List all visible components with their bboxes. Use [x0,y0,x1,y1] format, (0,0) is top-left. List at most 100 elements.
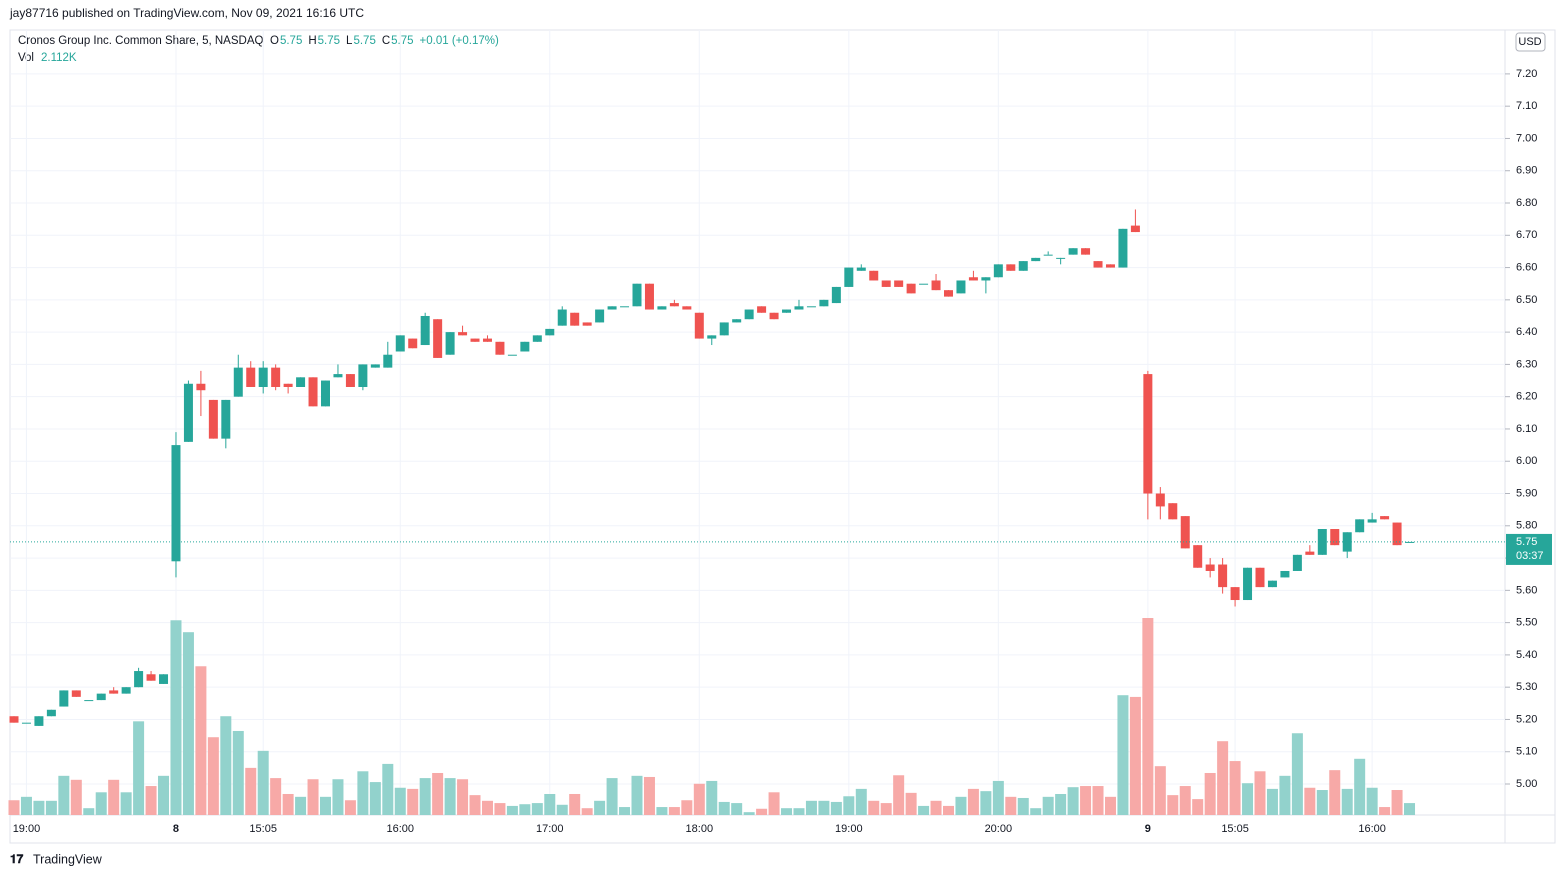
legend-value: 5.75 [318,35,340,47]
volume-bar [344,800,356,815]
x-tick-label: 19:00 [835,823,863,835]
candle-body [1243,567,1253,601]
volume-bar [781,808,793,815]
volume-bar [756,808,768,815]
volume-bar [1291,733,1303,815]
volume-bar [320,796,331,815]
y-tick-label: 6.00 [1516,455,1537,467]
candle-body [71,690,81,697]
volume-bar [95,792,107,815]
volume-bar [469,795,481,815]
volume-bar [332,779,344,815]
candle-body [856,267,866,271]
volume-bar [1067,787,1079,815]
candle-body [1068,248,1078,255]
volume-bar [1354,758,1366,815]
y-tick-label: 6.90 [1516,165,1537,177]
volume-bar [1404,803,1416,815]
volume-bar [1341,788,1353,815]
candle-body [570,312,580,326]
candle-body [233,367,243,397]
y-tick-label: 6.50 [1516,294,1537,306]
volume-bar [1017,797,1029,815]
candle-body [906,283,916,294]
candle-body [46,709,56,717]
volume-bar [1005,796,1017,815]
volume-bar [1129,696,1141,815]
currency[interactable]: USD [1518,36,1541,48]
candle-body [1317,529,1327,555]
candle-body [981,277,991,281]
volume-bar [195,666,207,815]
x-tick-label: 15:05 [1221,823,1249,835]
x-tick-label: 9 [1145,823,1151,835]
countdown: 03:37 [1516,550,1544,562]
volume-bar [668,807,680,815]
currency-box[interactable] [1515,32,1546,52]
candle-body [171,445,181,562]
candle-body [582,322,592,326]
candle-body [221,399,231,439]
candle-body [769,312,779,320]
y-tick-label: 5.80 [1516,520,1537,532]
candle-body [1105,264,1115,268]
candle-body [1405,541,1415,543]
candle-body [993,264,1003,278]
y-tick-label: 6.40 [1516,326,1537,338]
candle-body [620,306,630,308]
candle-body [308,377,318,407]
candle-body [719,322,729,336]
candle-body [1280,570,1290,578]
y-tick-label: 5.90 [1516,487,1537,499]
candle-body [482,338,492,342]
volume-bar [432,772,444,815]
candle-body [607,306,617,310]
candle-body [1168,503,1178,520]
volume-bar [1104,796,1116,815]
volume-bar [693,783,705,815]
volume-bar [843,796,855,815]
volume-bar [1030,808,1042,815]
candle-body [806,306,816,308]
candle-body [196,383,206,391]
candle-body [495,341,505,355]
volume-bar [120,792,132,815]
volume-bar [1055,793,1067,815]
candle-body [159,674,169,684]
y-tick-label: 6.60 [1516,261,1537,273]
candle-body [782,309,792,313]
candle-body [296,377,306,387]
y-tick-label: 6.80 [1516,197,1537,209]
volume-bar [33,800,45,815]
y-tick-label: 5.10 [1516,746,1537,758]
candle-body [732,319,742,323]
volume-bar [893,775,905,815]
volume-bar [880,803,892,815]
candle-body [1355,519,1365,533]
x-tick-label: 17:00 [536,823,564,835]
volume-bar [818,800,830,815]
last-price-tag [1506,533,1552,565]
volume-bar [295,796,307,815]
volume-bar [1329,770,1341,815]
volume-bar [394,787,406,815]
y-tick-label: 6.20 [1516,391,1537,403]
volume-bar [145,786,157,815]
volume-bar [967,788,979,815]
candle-body [657,306,667,310]
chart-frame [9,29,1556,844]
candle-body [1081,248,1091,255]
volume-bar [1266,788,1278,815]
candle-body [1031,257,1041,262]
volume-bar [108,779,120,815]
volume-bar [581,808,593,815]
candle-body [1193,545,1203,568]
y-tick-label: 7.00 [1516,132,1537,144]
y-tick-label: 6.30 [1516,358,1537,370]
legend-key: O [270,35,279,47]
volume-legend-value: 2.112K [41,52,77,64]
volume-bar [980,791,992,815]
candle-body [968,277,978,281]
volume-bar [1117,695,1129,815]
candle-body [1392,522,1402,546]
